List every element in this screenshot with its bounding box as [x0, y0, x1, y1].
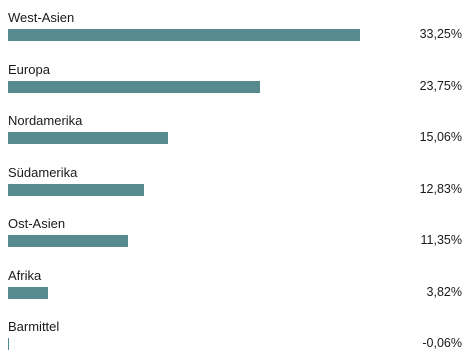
value-label: 12,83%: [419, 181, 462, 196]
value-label: 15,06%: [419, 130, 462, 144]
value-label: 23,75%: [419, 78, 462, 93]
bar: [8, 235, 129, 247]
bar: [8, 338, 9, 350]
bar-row: Nordamerika 15,06%: [0, 113, 464, 153]
value-label: -0,06%: [422, 336, 462, 350]
bar-row: West-Asien 33,25%: [0, 10, 464, 50]
category-label: West-Asien: [8, 10, 75, 25]
category-label: Nordamerika: [8, 113, 83, 128]
category-label: Südamerika: [8, 164, 78, 180]
bar: [8, 29, 361, 41]
bar-row: Europa 23,75%: [0, 62, 464, 102]
category-label: Europa: [8, 61, 50, 77]
value-label: 3,82%: [426, 284, 462, 299]
category-label: Ost-Asien: [8, 216, 66, 231]
bar-row: Afrika 3,82%: [0, 268, 464, 308]
bar: [8, 183, 144, 196]
value-label: 33,25%: [419, 27, 462, 41]
category-label: Barmittel: [8, 319, 60, 334]
category-label: Afrika: [8, 267, 42, 283]
bar: [8, 80, 260, 93]
bar: [8, 132, 168, 144]
bar: [8, 286, 49, 299]
value-label: 11,35%: [420, 233, 462, 247]
bar-row: Südamerika 12,83%: [0, 165, 464, 205]
bar-row: Barmittel -0,06%: [0, 319, 464, 359]
bar-row: Ost-Asien 11,35%: [0, 216, 464, 256]
